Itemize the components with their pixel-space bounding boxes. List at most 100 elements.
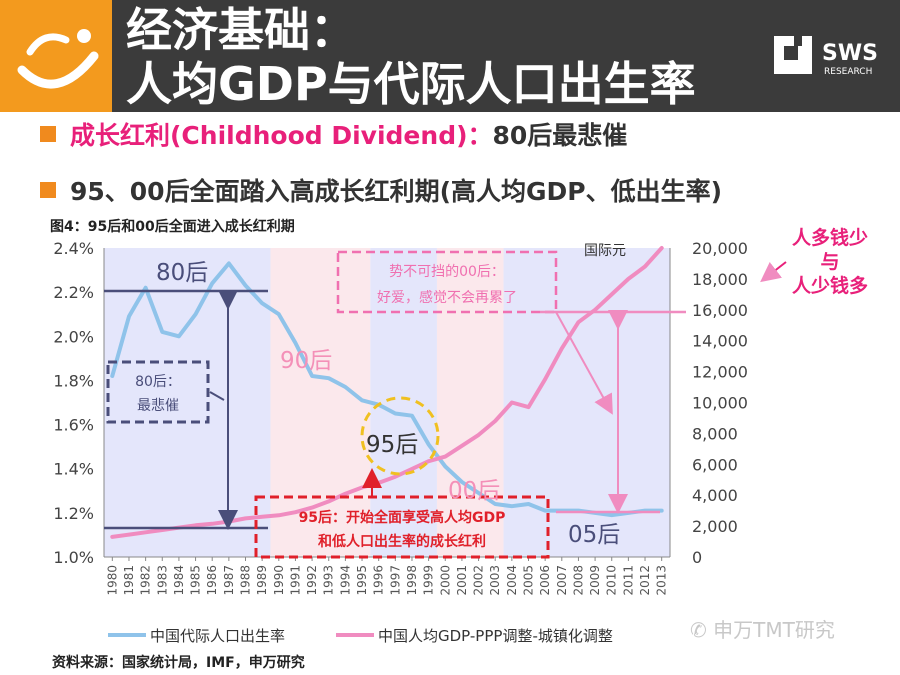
x-tick-label: 1986 bbox=[205, 565, 219, 596]
note-pointer-80s bbox=[209, 391, 225, 401]
wechat-watermark: ✆ 申万TMT研究 bbox=[690, 614, 835, 643]
x-tick-label: 2010 bbox=[605, 565, 619, 596]
x-tick-label: 1999 bbox=[422, 565, 436, 596]
x-tick-label: 1990 bbox=[272, 565, 286, 596]
side-note-arrow bbox=[760, 261, 787, 283]
x-tick-label: 2005 bbox=[522, 565, 536, 596]
x-tick-label: 1982 bbox=[139, 565, 153, 596]
x-tick-label: 1984 bbox=[172, 565, 186, 596]
x-tick-label: 1994 bbox=[338, 565, 352, 596]
note-00s-line1: 势不可挡的00后： bbox=[389, 264, 505, 280]
note-box-80s bbox=[106, 360, 210, 424]
side-note-line2: 与 bbox=[820, 251, 840, 273]
era-label-95s: 95后 bbox=[366, 432, 418, 458]
x-tick-label: 1980 bbox=[105, 565, 119, 596]
left-tick-label: 2.2% bbox=[53, 283, 94, 302]
legend-label-gdp: 中国人均GDP-PPP调整-城镇化调整 bbox=[378, 627, 613, 645]
x-tick-label: 1997 bbox=[388, 565, 402, 596]
bullet-square-icon bbox=[40, 182, 56, 198]
x-tick-label: 2013 bbox=[655, 565, 669, 596]
page-title-line1: 经济基础： bbox=[126, 3, 356, 57]
bullet2-text: 95、00后全面踏入高成长红利期(高人均GDP、低出生率) bbox=[70, 177, 723, 206]
right-tick-label: 18,000 bbox=[692, 270, 748, 289]
right-tick-label: 20,000 bbox=[692, 239, 748, 258]
note-box-00s bbox=[336, 250, 558, 314]
bullet-square-icon bbox=[40, 126, 56, 142]
x-tick-label: 2012 bbox=[638, 565, 652, 596]
right-tick-label: 2,000 bbox=[692, 517, 738, 536]
x-tick-label: 2000 bbox=[438, 565, 452, 596]
left-tick-label: 1.0% bbox=[53, 548, 94, 567]
right-tick-label: 4,000 bbox=[692, 486, 738, 505]
x-tick-label: 1989 bbox=[255, 565, 269, 596]
page-title-line2: 人均GDP与代际人口出生率 bbox=[126, 57, 696, 111]
company-logo bbox=[0, 0, 112, 112]
highlight-circle-95s bbox=[360, 396, 440, 476]
figure-title: 图4：95后和00后全面进入成长红利期 bbox=[50, 219, 295, 235]
x-tick-label: 1995 bbox=[355, 565, 369, 596]
left-tick-label: 1.8% bbox=[53, 371, 94, 390]
x-tick-label: 1991 bbox=[288, 565, 302, 596]
note-00s-line2: 好爱，感觉不会再累了 bbox=[377, 289, 517, 306]
sws-brand-text: SWS bbox=[822, 41, 878, 66]
x-tick-label: 2008 bbox=[571, 565, 585, 596]
era-label-00s: 00后 bbox=[448, 478, 500, 504]
right-tick-label: 16,000 bbox=[692, 301, 748, 320]
x-tick-label: 1996 bbox=[372, 565, 386, 596]
x-tick-label: 2003 bbox=[488, 565, 502, 596]
left-tick-label: 2.4% bbox=[53, 239, 94, 258]
x-tick-label: 2006 bbox=[538, 565, 552, 596]
bullet-childhood-dividend: 成长红利(Childhood Dividend)：80后最悲催 bbox=[40, 116, 627, 152]
wechat-icon: ✆ bbox=[690, 618, 707, 642]
era-band-80s bbox=[104, 248, 271, 557]
left-tick-label: 2.0% bbox=[53, 327, 94, 346]
era-band-95s bbox=[370, 248, 437, 557]
right-tick-label: 10,000 bbox=[692, 394, 748, 413]
right-tick-label: 0 bbox=[692, 548, 702, 567]
note-box-95s bbox=[254, 495, 550, 559]
note-80s-line2: 最悲催 bbox=[137, 397, 179, 414]
note-80s-line1: 80后： bbox=[135, 374, 181, 390]
bullet1-rest-text: 80后最悲催 bbox=[492, 121, 628, 150]
header-bar bbox=[0, 0, 900, 112]
sws-logo: SWS RESEARCH bbox=[774, 36, 878, 77]
x-tick-label: 1988 bbox=[239, 565, 253, 596]
x-tick-label: 1993 bbox=[322, 565, 336, 596]
left-tick-label: 1.6% bbox=[53, 416, 94, 435]
birth-rate-line bbox=[110, 261, 664, 518]
bullet1-pink-text: 成长红利(Childhood Dividend)： bbox=[70, 121, 493, 150]
right-tick-label: 12,000 bbox=[692, 363, 748, 382]
x-tick-label: 1983 bbox=[155, 565, 169, 596]
right-tick-label: 8,000 bbox=[692, 424, 738, 443]
note-95s-line1: 95后：开始全面享受高人均GDP bbox=[299, 509, 506, 526]
left-tick-label: 1.4% bbox=[53, 460, 94, 479]
note-pointer-00s bbox=[555, 311, 613, 415]
era-label-90s: 90后 bbox=[280, 348, 332, 374]
x-tick-label: 1992 bbox=[305, 565, 319, 596]
era-label-05s: 05后 bbox=[568, 522, 620, 548]
x-tick-label: 2009 bbox=[588, 565, 602, 596]
x-tick-label: 1987 bbox=[222, 565, 236, 596]
data-source: 资料来源：国家统计局，IMF，申万研究 bbox=[52, 655, 305, 671]
right-tick-label: 6,000 bbox=[692, 455, 738, 474]
x-tick-label: 2004 bbox=[505, 565, 519, 596]
x-tick-label: 2007 bbox=[555, 565, 569, 596]
x-tick-label: 1981 bbox=[122, 565, 136, 596]
side-note: 人多钱少 与 人少钱多 bbox=[770, 226, 890, 298]
legend-label-birth-rate: 中国代际人口出生率 bbox=[150, 627, 285, 645]
x-tick-label: 1998 bbox=[405, 565, 419, 596]
watermark-text: 申万TMT研究 bbox=[713, 618, 835, 642]
x-tick-label: 2011 bbox=[621, 565, 635, 596]
right-axis-unit: 国际元 bbox=[584, 243, 626, 259]
side-note-line1: 人多钱少 bbox=[791, 227, 868, 249]
left-tick-label: 1.2% bbox=[53, 504, 94, 523]
right-tick-label: 14,000 bbox=[692, 332, 748, 351]
side-note-line3: 人少钱多 bbox=[791, 275, 868, 297]
bullet-growth-period: 95、00后全面踏入高成长红利期(高人均GDP、低出生率) bbox=[40, 172, 722, 208]
smile-logo-icon bbox=[17, 29, 99, 89]
x-tick-label: 1985 bbox=[189, 565, 203, 596]
x-tick-label: 2002 bbox=[472, 565, 486, 596]
era-label-80s: 80后 bbox=[156, 260, 208, 286]
x-tick-label: 2001 bbox=[455, 565, 469, 596]
